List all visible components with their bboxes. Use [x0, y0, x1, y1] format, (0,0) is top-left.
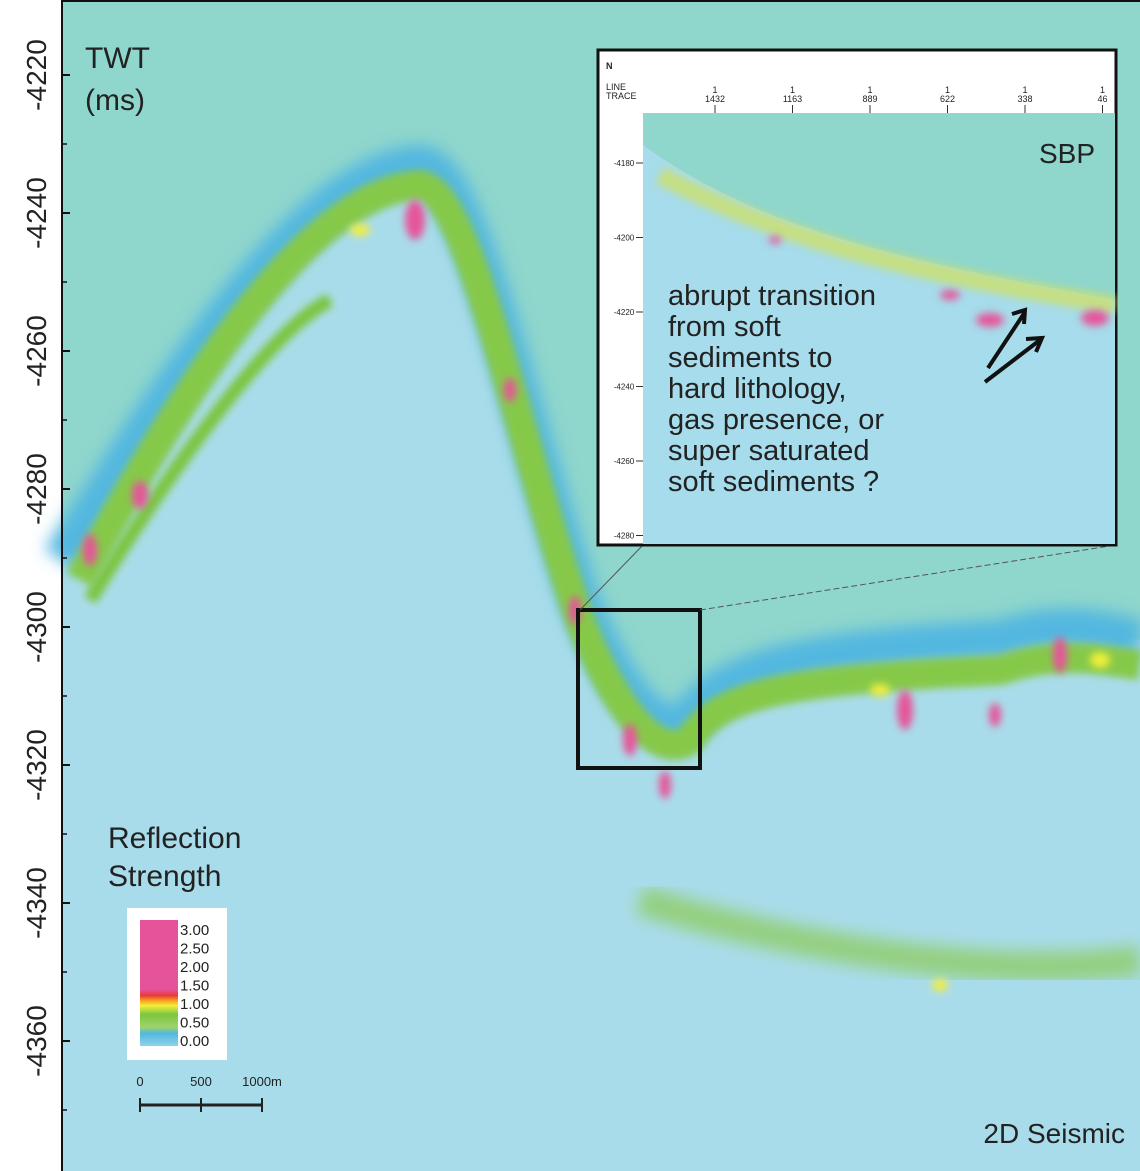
annotation-line: sediments to: [668, 342, 832, 374]
inset-y-label: -4260: [614, 457, 635, 466]
panel-label: 2D Seismic: [983, 1118, 1125, 1149]
y-tick-label: -4360: [21, 1005, 52, 1077]
colorbar-label: 1.50: [180, 978, 209, 995]
trace-label: 1163: [783, 94, 802, 104]
inset-label: SBP: [1039, 138, 1095, 169]
annotation-line: gas presence, or: [668, 404, 884, 436]
inset-y-label: -4180: [614, 159, 635, 168]
y-tick-label: -4280: [21, 453, 52, 525]
colorbar-label: 0.50: [180, 1015, 209, 1032]
axis-title: (ms): [85, 84, 145, 117]
annotation-line: from soft: [668, 311, 781, 343]
trace-label: 338: [1017, 94, 1032, 104]
header-label: TRACE: [606, 91, 637, 101]
inset: N LINE TRACE SBP 11432111631889162213381…: [598, 50, 1116, 545]
annotation-line: super saturated: [668, 435, 870, 467]
colorbar-label: 3.00: [180, 922, 209, 939]
north-label: N: [606, 61, 613, 71]
trace-label: 889: [862, 94, 877, 104]
annotation-line: soft sediments ?: [668, 466, 879, 498]
figure: -4220 -4240 -4260 -4280 -4300 -4320 -4340 -4360…: [0, 0, 1140, 1171]
legend-title: Reflection: [108, 822, 241, 855]
annotation-line: abrupt transition: [668, 280, 876, 312]
scale-label: 0: [136, 1074, 143, 1089]
y-tick-label: -4340: [21, 867, 52, 939]
axis-title: TWT: [85, 42, 150, 75]
y-tick-label: -4320: [21, 729, 52, 801]
y-tick-label: -4220: [21, 39, 52, 111]
colorbar-label: 2.00: [180, 959, 209, 976]
legend-title: Strength: [108, 860, 221, 893]
scale-label: 500: [190, 1074, 212, 1089]
trace-label: 622: [940, 94, 955, 104]
y-tick-label: -4300: [21, 591, 52, 663]
colorbar-label: 2.50: [180, 941, 209, 958]
inset-y-label: -4200: [614, 234, 635, 243]
inset-y-label: -4280: [614, 532, 635, 541]
colorbar-label: 0.00: [180, 1033, 209, 1050]
scale-label: 1000m: [242, 1074, 282, 1089]
trace-label: 1432: [705, 94, 725, 104]
colorbar: [140, 920, 178, 1046]
trace-label: 46: [1097, 94, 1107, 104]
y-tick-label: -4240: [21, 177, 52, 249]
inset-y-label: -4220: [614, 308, 635, 317]
inset-y-label: -4240: [614, 383, 635, 392]
annotation-line: hard lithology,: [668, 373, 846, 405]
colorbar-label: 1.00: [180, 996, 209, 1013]
y-tick-label: -4260: [21, 315, 52, 387]
